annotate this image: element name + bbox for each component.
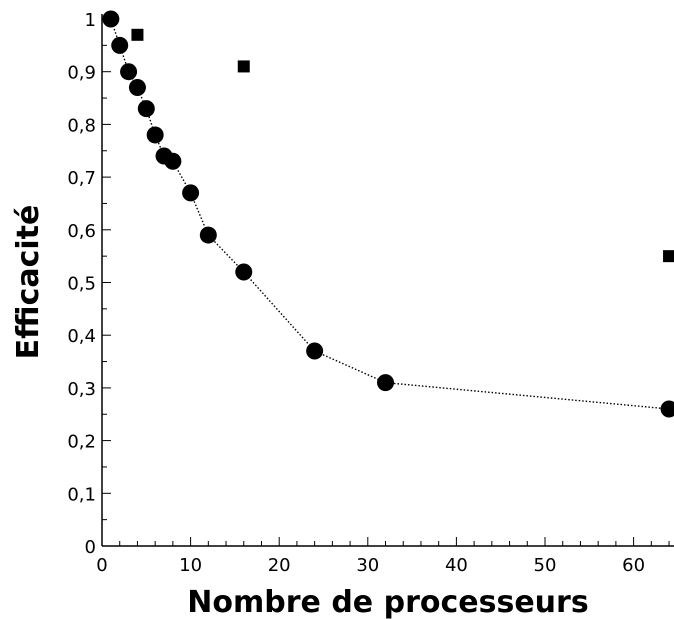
data-point-circle: [199, 226, 217, 244]
y-tick-label: 0,8: [67, 115, 96, 136]
y-tick-label: 0: [85, 537, 96, 558]
x-tick-label: 30: [356, 555, 379, 576]
data-point-circle: [111, 36, 129, 54]
y-axis-title: Efficacité: [11, 205, 46, 360]
data-point-circle: [377, 374, 395, 392]
y-tick-label: 0,4: [67, 326, 96, 347]
data-point-circle: [306, 342, 324, 360]
data-point-square: [237, 60, 250, 73]
y-tick-label: 0,9: [67, 63, 96, 84]
y-tick-label: 0,7: [67, 168, 96, 189]
x-tick-label: 60: [622, 555, 645, 576]
data-point-circle: [182, 184, 200, 202]
axes-frame: [101, 14, 674, 547]
x-tick-label: 10: [179, 555, 202, 576]
data-point-circle: [128, 79, 146, 97]
data-point-square: [663, 250, 674, 263]
x-tick-label: 40: [445, 555, 468, 576]
y-tick-label: 0,2: [67, 432, 96, 453]
data-point-square: [131, 28, 144, 41]
ticks-layer: 0 10 20 30 40 50 60 0 0,1 0,2 0,3 0,4 0,5 0,6 0,7 0,8 0,…: [67, 10, 670, 576]
data-point-circle: [235, 263, 253, 281]
y-tick-label: 0,5: [67, 274, 96, 295]
data-point-circle: [120, 63, 138, 81]
data-point-circle: [164, 152, 182, 170]
data-point-circle: [660, 400, 674, 418]
x-tick-label: 0: [96, 555, 107, 576]
x-tick-label: 50: [534, 555, 557, 576]
series-1-line: [110, 18, 670, 410]
data-point-circle: [146, 126, 164, 144]
y-tick-label: 0,3: [67, 379, 96, 400]
data-point-circle: [102, 10, 120, 28]
x-axis-title: Nombre de processeurs: [187, 585, 588, 619]
x-tick-label: 20: [268, 555, 291, 576]
plot-layer: [102, 10, 674, 418]
y-tick-label: 1: [85, 10, 96, 31]
data-point-circle: [137, 100, 155, 118]
y-tick-label: 0,1: [67, 484, 96, 505]
y-tick-label: 0,6: [67, 221, 96, 242]
